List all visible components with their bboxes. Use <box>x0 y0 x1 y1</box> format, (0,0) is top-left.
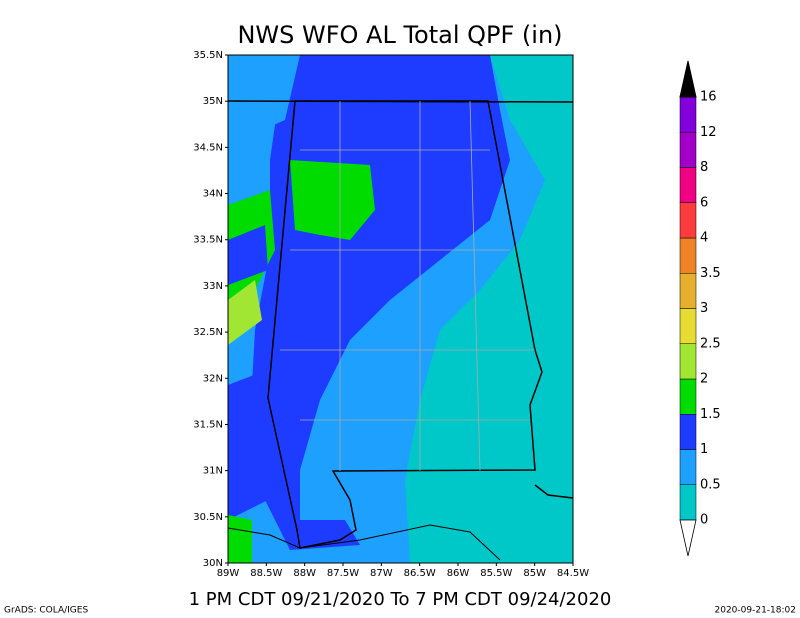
lat-label: 35N <box>203 96 223 107</box>
colorbar-segment <box>679 132 697 168</box>
map <box>227 54 574 564</box>
colorbar-segment <box>679 378 697 415</box>
map-frame <box>227 54 574 564</box>
colorbar-label: 16 <box>700 90 717 105</box>
footer-right: 2020-09-21-18:02 <box>715 606 797 616</box>
colorbar-segment <box>679 202 697 239</box>
colorbar-label: 12 <box>700 125 717 140</box>
coastline <box>227 524 501 561</box>
colorbar-segment <box>679 96 697 133</box>
lon-label: 88.5W <box>250 568 282 579</box>
lon-label: 84.5W <box>557 568 589 579</box>
lon-label: 88W <box>293 568 316 579</box>
colorbar-segment <box>679 273 697 309</box>
precip-area <box>228 372 268 520</box>
precip-area <box>228 55 300 150</box>
colorbar-label: 1.5 <box>700 407 721 422</box>
lat-label: 32N <box>203 373 223 384</box>
precip-area <box>228 225 268 285</box>
title: NWS WFO AL Total QPF (in) <box>237 21 562 49</box>
lat-label: 34.5N <box>193 142 223 153</box>
lat-label: 33.5N <box>193 235 223 246</box>
colorbar-label: 1 <box>700 442 708 457</box>
colorbar-segment <box>679 414 697 450</box>
state-border <box>267 100 543 549</box>
colorbar-segment <box>679 449 697 485</box>
colorbar-label: 2 <box>700 372 708 387</box>
colorbar-label: 0.5 <box>700 477 721 492</box>
colorbar-label: 0 <box>700 513 708 528</box>
colorbar-label: 8 <box>700 160 708 175</box>
lat-label: 31.5N <box>193 419 223 430</box>
colorbar-segment <box>679 167 697 203</box>
lon-label: 87W <box>370 568 393 579</box>
precip-area <box>290 160 375 240</box>
colorbar-label: 3.5 <box>700 266 721 281</box>
colorbar-under <box>679 519 697 557</box>
colorbar-label: 6 <box>700 195 708 210</box>
subtitle: 1 PM CDT 09/21/2020 To 7 PM CDT 09/24/20… <box>189 589 612 610</box>
lat-label: 35.5N <box>193 50 223 61</box>
precip-area <box>228 280 262 345</box>
lon-label: 86.5W <box>404 568 436 579</box>
lon-label: 87.5W <box>327 568 359 579</box>
colorbar-segment <box>679 237 697 274</box>
precip-area <box>405 55 573 563</box>
county-line <box>469 100 481 472</box>
footer-left: GrADS: COLA/IGES <box>4 606 88 616</box>
colorbar-over <box>679 60 697 98</box>
colorbar-segment <box>679 343 697 380</box>
precip-area <box>228 515 252 563</box>
border <box>534 484 574 499</box>
lat-label: 31N <box>203 466 223 477</box>
lat-label: 33N <box>203 281 223 292</box>
lat-label: 30.5N <box>193 512 223 523</box>
lat-label: 34N <box>203 189 223 200</box>
lat-label: 32.5N <box>193 327 223 338</box>
lon-label: 85W <box>523 568 546 579</box>
colorbar-label: 3 <box>700 301 708 316</box>
lat-label: 30N <box>203 558 223 569</box>
lon-label: 85.5W <box>480 568 512 579</box>
lon-label: 89W <box>217 568 240 579</box>
colorbar-label: 4 <box>700 231 708 246</box>
colorbar-segment <box>679 308 697 344</box>
colorbar-segment <box>679 484 697 521</box>
lon-label: 86W <box>447 568 470 579</box>
colorbar-label: 2.5 <box>700 336 721 351</box>
